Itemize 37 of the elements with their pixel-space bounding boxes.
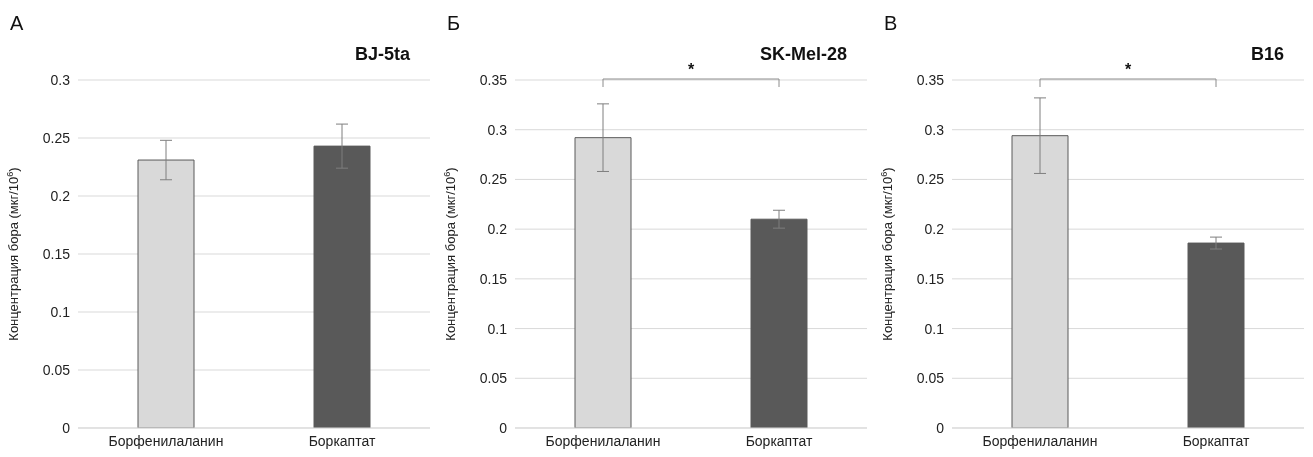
text: Б (447, 12, 461, 34)
chart-title: SK-Mel-28 (759, 44, 847, 64)
y-tick-label: 0.35 (479, 71, 508, 88)
x-tick-label: Борфенилаланин (982, 432, 1098, 449)
x-tick-label: Борфенилаланин (545, 432, 661, 449)
y-tick-label: 0.2 (924, 221, 945, 238)
y-tick-label: 0.05 (479, 370, 508, 387)
x-tick-label: Боркаптат (745, 432, 813, 449)
y-tick-label: 0.25 (916, 171, 945, 188)
y-tick-label: 0 (499, 419, 508, 436)
x-tick-label: Боркаптат (308, 432, 376, 449)
y-tick-label: 0.15 (916, 270, 945, 287)
y-tick-label: 0.05 (916, 370, 945, 387)
x-tick-label: Борфенилаланин (108, 432, 224, 449)
y-tick-label: 0.2 (50, 187, 71, 204)
y-tick-label: 0 (936, 419, 945, 436)
y-tick-label: 0.25 (42, 129, 71, 146)
text: * (687, 61, 695, 78)
chart-title: B16 (1250, 44, 1284, 64)
y-tick-label: 0.3 (924, 121, 945, 138)
y-tick-label: 0.1 (50, 303, 71, 320)
y-tick-label: 0.1 (924, 320, 945, 337)
text: * (1124, 61, 1132, 78)
y-tick-label: 0 (62, 419, 71, 436)
y-tick-label: 0.15 (42, 245, 71, 262)
y-tick-label: 0.2 (487, 221, 508, 238)
y-tick-label: 0.35 (916, 71, 945, 88)
y-tick-label: 0.15 (479, 270, 508, 287)
text: А (10, 12, 24, 34)
y-tick-label: 0.1 (487, 320, 508, 337)
x-tick-label: Боркаптат (1182, 432, 1250, 449)
y-tick-label: 0.05 (42, 361, 71, 378)
y-tick-label: 0.3 (487, 121, 508, 138)
chart-title: BJ-5ta (354, 44, 411, 64)
y-tick-label: 0.3 (50, 71, 71, 88)
text: В (884, 12, 898, 34)
y-tick-label: 0.25 (479, 171, 508, 188)
